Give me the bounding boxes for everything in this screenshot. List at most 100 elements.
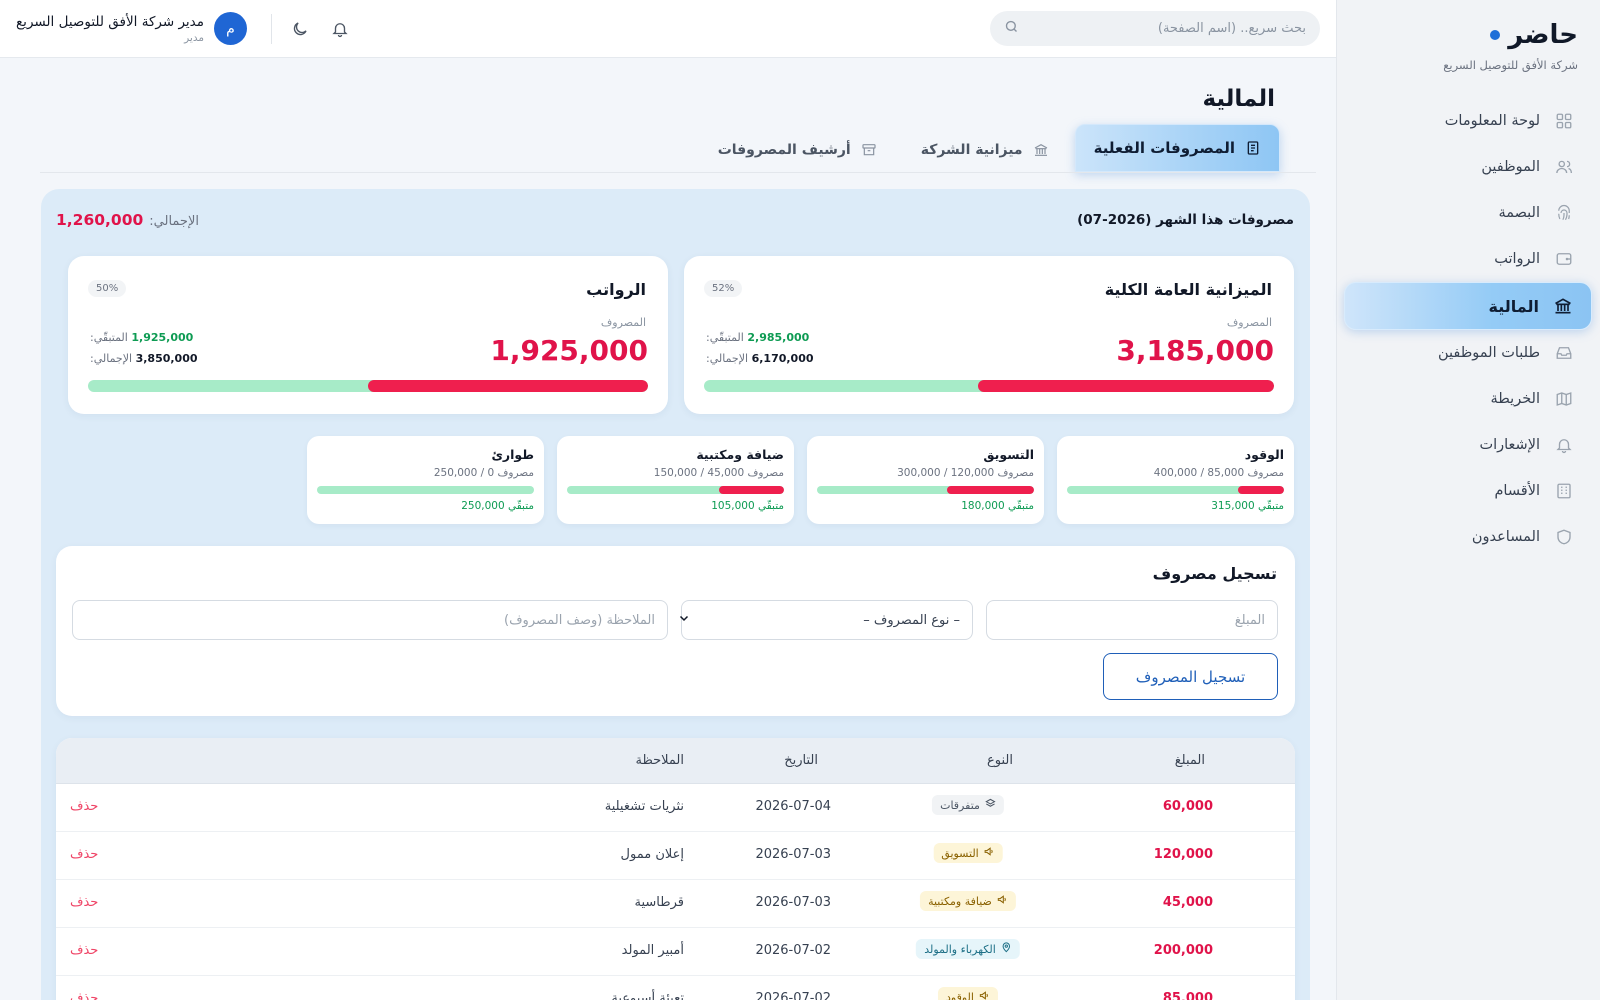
category-card-emergency: طوارئ مصروف 0 / 250,000 متبقّي 250,000 [307, 436, 544, 524]
megaphone-icon [979, 990, 990, 1000]
record-expense-button[interactable]: تسجيل المصروف [1103, 653, 1278, 700]
type-label: الكهرباء والمولد [924, 942, 996, 956]
sidebar-item-salaries[interactable]: الرواتب [1344, 236, 1592, 282]
total-line: 6,170,000 الإجمالي: [706, 352, 814, 365]
topbar-divider [271, 14, 272, 44]
category-progress-bar [317, 486, 534, 494]
layers-icon [985, 798, 996, 812]
salaries-progress-bar [88, 380, 648, 392]
bank-icon [1033, 142, 1049, 158]
sidebar-item-departments[interactable]: الأقسام [1344, 468, 1592, 514]
category-card-fuel: الوقود مصروف 85,000 / 400,000 متبقّي 315… [1057, 436, 1294, 524]
search-box[interactable] [990, 11, 1320, 46]
total-label: الإجمالي: [706, 352, 749, 365]
row-amount: 85,000 [1162, 991, 1213, 1000]
type-label: ضيافة ومكتبية [928, 894, 992, 908]
amount-input[interactable] [986, 600, 1278, 640]
remaining-line: 2,985,000 المتبقّي: [706, 331, 809, 344]
table-header: المبلغ النوع التاريخ الملاحظة [56, 738, 1295, 784]
spent-fill [1237, 486, 1284, 494]
category-spent: مصروف 85,000 / 400,000 [1153, 467, 1284, 479]
row-amount: 200,000 [1153, 943, 1213, 958]
card-title: الرواتب [586, 280, 646, 299]
tab-label: المصروفات الفعلية [1093, 139, 1235, 157]
remaining-value: 2,985,000 [747, 331, 810, 344]
sidebar-item-dashboard[interactable]: لوحة المعلومات [1344, 98, 1592, 144]
bell-icon [1554, 435, 1574, 455]
tab-label: ميزانية الشركة [920, 142, 1023, 158]
type-chip: التسويق [933, 843, 1003, 863]
category-progress-bar [817, 486, 1034, 494]
percent-badge: 52% [704, 280, 743, 297]
sidebar-item-notifications[interactable]: الإشعارات [1344, 422, 1592, 468]
row-note: نثريات تشغيلية [604, 799, 684, 814]
sidebar-item-requests[interactable]: طلبات الموظفين [1344, 330, 1592, 376]
category-title: التسويق [983, 447, 1034, 462]
map-icon [1554, 389, 1574, 409]
sidebar-item-label: المالية [1488, 296, 1539, 316]
column-header-date: التاريخ [784, 753, 818, 768]
spent-fill [368, 380, 648, 392]
category-progress-bar [1067, 486, 1284, 494]
topbar: م مدير شركة الأفق للتوصيل السريع مدير [0, 0, 1336, 58]
total-line: 3,850,000 الإجمالي: [90, 352, 198, 365]
dark-mode-moon-icon[interactable] [288, 17, 312, 41]
company-name: شركة الأفق للتوصيل السريع [1443, 58, 1578, 72]
sidebar-item-label: لوحة المعلومات [1444, 113, 1540, 129]
sidebar-item-map[interactable]: الخريطة [1344, 376, 1592, 422]
brand-name: حاضر [1508, 20, 1578, 50]
expense-type-select[interactable]: – نوع المصروف – [681, 600, 973, 640]
month-total-value: 1,260,000 [56, 211, 144, 229]
sidebar-item-fingerprint[interactable]: البصمة [1344, 190, 1592, 236]
row-date: 2026-07-03 [755, 895, 831, 910]
delete-button[interactable]: حذف [70, 847, 99, 862]
table-row: 120,000 التسويق 2026-07-03 إعلان ممول حذ… [56, 832, 1295, 880]
sidebar-item-employees[interactable]: الموظفين [1344, 144, 1592, 190]
delete-button[interactable]: حذف [70, 799, 99, 814]
table-row: 85,000 الوقود 2026-07-02 تعبئة أسبوعية ح… [56, 976, 1295, 1000]
tab-label: أرشيف المصروفات [717, 142, 851, 158]
sidebar-item-finance[interactable]: المالية [1344, 282, 1592, 330]
spent-label: المصروف [600, 316, 646, 329]
user-role: مدير [184, 31, 204, 44]
row-note: أمبير المولد [621, 943, 684, 958]
row-note: إعلان ممول [620, 847, 684, 862]
sidebar-item-assistants[interactable]: المساعدون [1344, 514, 1592, 560]
search-input[interactable] [1027, 21, 1306, 36]
delete-button[interactable]: حذف [70, 991, 99, 1000]
column-header-note: الملاحظة [635, 753, 684, 768]
table-row: 60,000 متفرقات 2026-07-04 نثريات تشغيلية… [56, 784, 1295, 832]
category-title: الوقود [1244, 447, 1284, 462]
category-title: طوارئ [491, 447, 534, 462]
inbox-icon [1554, 343, 1574, 363]
user-name: مدير شركة الأفق للتوصيل السريع [16, 13, 204, 30]
record-expense-form: تسجيل مصروف – نوع المصروف – تسجيل المصرو… [56, 546, 1295, 716]
type-chip: الوقود [938, 987, 998, 1000]
category-card-marketing: التسويق مصروف 120,000 / 300,000 متبقّي 1… [807, 436, 1044, 524]
tab-expenses-archive[interactable]: أرشيف المصروفات [700, 128, 895, 172]
form-title: تسجيل مصروف [1152, 564, 1277, 583]
remaining-line: 1,925,000 المتبقّي: [90, 331, 193, 344]
row-amount: 45,000 [1162, 895, 1213, 910]
tab-company-budget[interactable]: ميزانية الشركة [903, 128, 1067, 172]
megaphone-icon [984, 846, 995, 860]
budget-progress-bar [704, 380, 1274, 392]
sidebar-item-label: طلبات الموظفين [1437, 345, 1540, 361]
sidebar-item-label: المساعدون [1471, 529, 1540, 545]
delete-button[interactable]: حذف [70, 895, 99, 910]
percent-badge: 50% [88, 280, 127, 297]
type-label: التسويق [941, 846, 979, 860]
card-title: الميزانية العامة الكلية [1104, 280, 1272, 299]
delete-button[interactable]: حذف [70, 943, 99, 958]
user-menu[interactable]: م مدير شركة الأفق للتوصيل السريع مدير [16, 12, 247, 45]
archive-icon [861, 142, 877, 158]
category-spent: مصروف 120,000 / 300,000 [897, 467, 1034, 479]
fingerprint-icon [1554, 203, 1574, 223]
shield-icon [1554, 527, 1574, 547]
notifications-bell-icon[interactable] [328, 17, 352, 41]
tab-actual-expenses[interactable]: المصروفات الفعلية [1074, 124, 1280, 172]
building-icon [1554, 481, 1574, 501]
total-label: الإجمالي: [90, 352, 133, 365]
category-spent: مصروف 45,000 / 150,000 [653, 467, 784, 479]
note-input[interactable] [72, 600, 668, 640]
